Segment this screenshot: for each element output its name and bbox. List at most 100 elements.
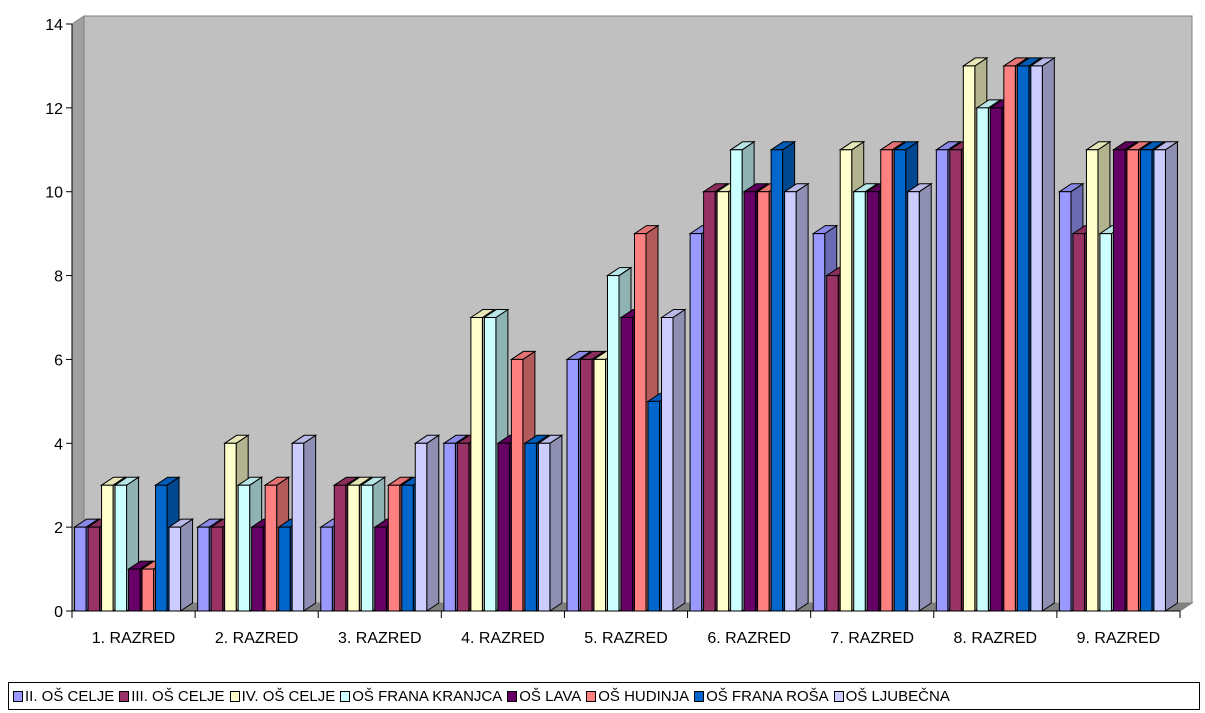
bar-front: [949, 149, 962, 612]
bar-front: [1153, 149, 1166, 612]
legend: II. OŠ CELJE III. OŠ CELJE IV. OŠ CELJE OŠ …: [8, 682, 1200, 710]
bar: [1029, 56, 1056, 612]
bar-front: [291, 442, 305, 612]
bar-front: [593, 358, 606, 612]
bar-front: [197, 526, 210, 612]
bar-front: [866, 191, 880, 612]
bar-front: [853, 191, 866, 612]
legend-item: OŠ FRANA KRANJCA: [340, 688, 502, 705]
bar-front: [689, 233, 703, 612]
legend-item: II. OŠ CELJE: [13, 688, 114, 705]
legend-swatch: [833, 690, 844, 702]
bar-front: [880, 149, 893, 612]
bar-side: [426, 434, 440, 612]
bar-front: [537, 442, 551, 612]
bar: [906, 182, 933, 612]
legend-swatch: [694, 690, 705, 702]
bar-front: [634, 233, 647, 612]
bar-front: [1016, 65, 1030, 612]
bar-front: [510, 358, 524, 612]
y-tick-label: 8: [54, 269, 63, 286]
bar-front: [87, 526, 101, 612]
bar-front: [607, 275, 620, 612]
bar-front: [141, 568, 155, 612]
legend-label: OŠ FRANA KRANJCA: [352, 687, 503, 705]
y-tick-label: 0: [54, 604, 63, 621]
bar-front: [962, 65, 976, 612]
bar-front: [1099, 233, 1112, 612]
y-tick-label: 2: [54, 520, 63, 537]
bar-front: [1085, 149, 1099, 612]
y-tick-label: 12: [45, 101, 63, 118]
bar: [167, 518, 195, 612]
legend-label: III. OŠ CELJE: [131, 687, 225, 705]
bar-front: [839, 149, 853, 612]
legend-swatch: [13, 690, 23, 702]
bar-front: [1112, 149, 1126, 612]
legend-item: OŠ LJUBEČNA: [833, 688, 950, 705]
bar-front: [278, 526, 291, 612]
bar-front: [730, 149, 743, 612]
bar-front: [264, 484, 278, 612]
bar-side: [303, 434, 317, 612]
x-tick-label: 8. RAZRED: [954, 630, 1038, 647]
bar-front: [483, 317, 497, 612]
x-tick-label: 3. RAZRED: [338, 630, 422, 647]
x-tick-label: 4. RAZRED: [461, 630, 545, 647]
bar: [659, 308, 687, 612]
bar-front: [1030, 65, 1043, 612]
bar-front: [893, 149, 907, 612]
legend-item: IV. OŠ CELJE: [229, 687, 336, 705]
bar-front: [524, 442, 537, 612]
bar-front: [360, 484, 374, 612]
bar-side: [795, 182, 809, 612]
bar-front: [74, 526, 87, 612]
legend-item: OŠ HUDINJA: [586, 688, 689, 705]
bar-front: [320, 526, 333, 612]
x-tick-label: 6. RAZRED: [707, 630, 791, 647]
bar-front: [1126, 149, 1139, 612]
bar-front: [155, 484, 168, 612]
bar-front: [1003, 65, 1016, 612]
bar-front: [907, 191, 920, 612]
x-tick-label: 7. RAZRED: [830, 630, 914, 647]
bars: [72, 56, 1180, 612]
bar-chart: 0 2 4 6 8 10 12 14 1. RAZRED 2. RAZRED 3. RAZRED 4.…: [45, 15, 1194, 647]
bar-front: [1072, 233, 1085, 612]
bar-side: [918, 182, 932, 612]
bar-front: [647, 400, 660, 612]
legend-item: OŠ LAVA: [507, 688, 581, 705]
x-tick-label: 5. RAZRED: [584, 630, 668, 647]
bar-front: [566, 358, 579, 612]
tick-labels: 0 2 4 6 8 10 12 14 1. RAZRED 2. RAZRED 3. RAZRED 4.…: [45, 17, 1160, 647]
x-tick-label: 9. RAZRED: [1077, 630, 1161, 647]
bar-front: [989, 107, 1003, 612]
legend-label: OŠ HUDINJA: [598, 687, 690, 705]
bar-front: [128, 568, 141, 612]
x-tick-label: 2. RAZRED: [215, 630, 299, 647]
bar: [290, 434, 318, 612]
bar: [536, 434, 564, 612]
bar-front: [716, 191, 730, 612]
bar-front: [101, 484, 114, 612]
bar-front: [1139, 149, 1153, 612]
legend-swatch: [340, 690, 351, 702]
bar-front: [114, 484, 128, 612]
bar-front: [743, 191, 757, 612]
legend-item: OŠ FRANA ROŠA: [694, 688, 829, 705]
legend-item: III. OŠ CELJE: [119, 687, 225, 705]
y-tick-label: 14: [45, 17, 63, 34]
legend-label: IV. OŠ CELJE: [241, 687, 336, 705]
legend-label: OŠ LAVA: [519, 687, 582, 705]
bar-side: [672, 308, 686, 612]
bar-front: [580, 358, 593, 612]
bar-front: [812, 233, 826, 612]
bar: [1152, 140, 1180, 612]
bar-front: [237, 484, 251, 612]
bar-front: [935, 149, 949, 612]
bar-side: [1164, 140, 1178, 612]
legend-swatch: [119, 690, 130, 702]
bar-front: [443, 442, 456, 612]
legend-label: OŠ FRANA ROŠA: [706, 687, 829, 705]
bar-front: [757, 191, 770, 612]
